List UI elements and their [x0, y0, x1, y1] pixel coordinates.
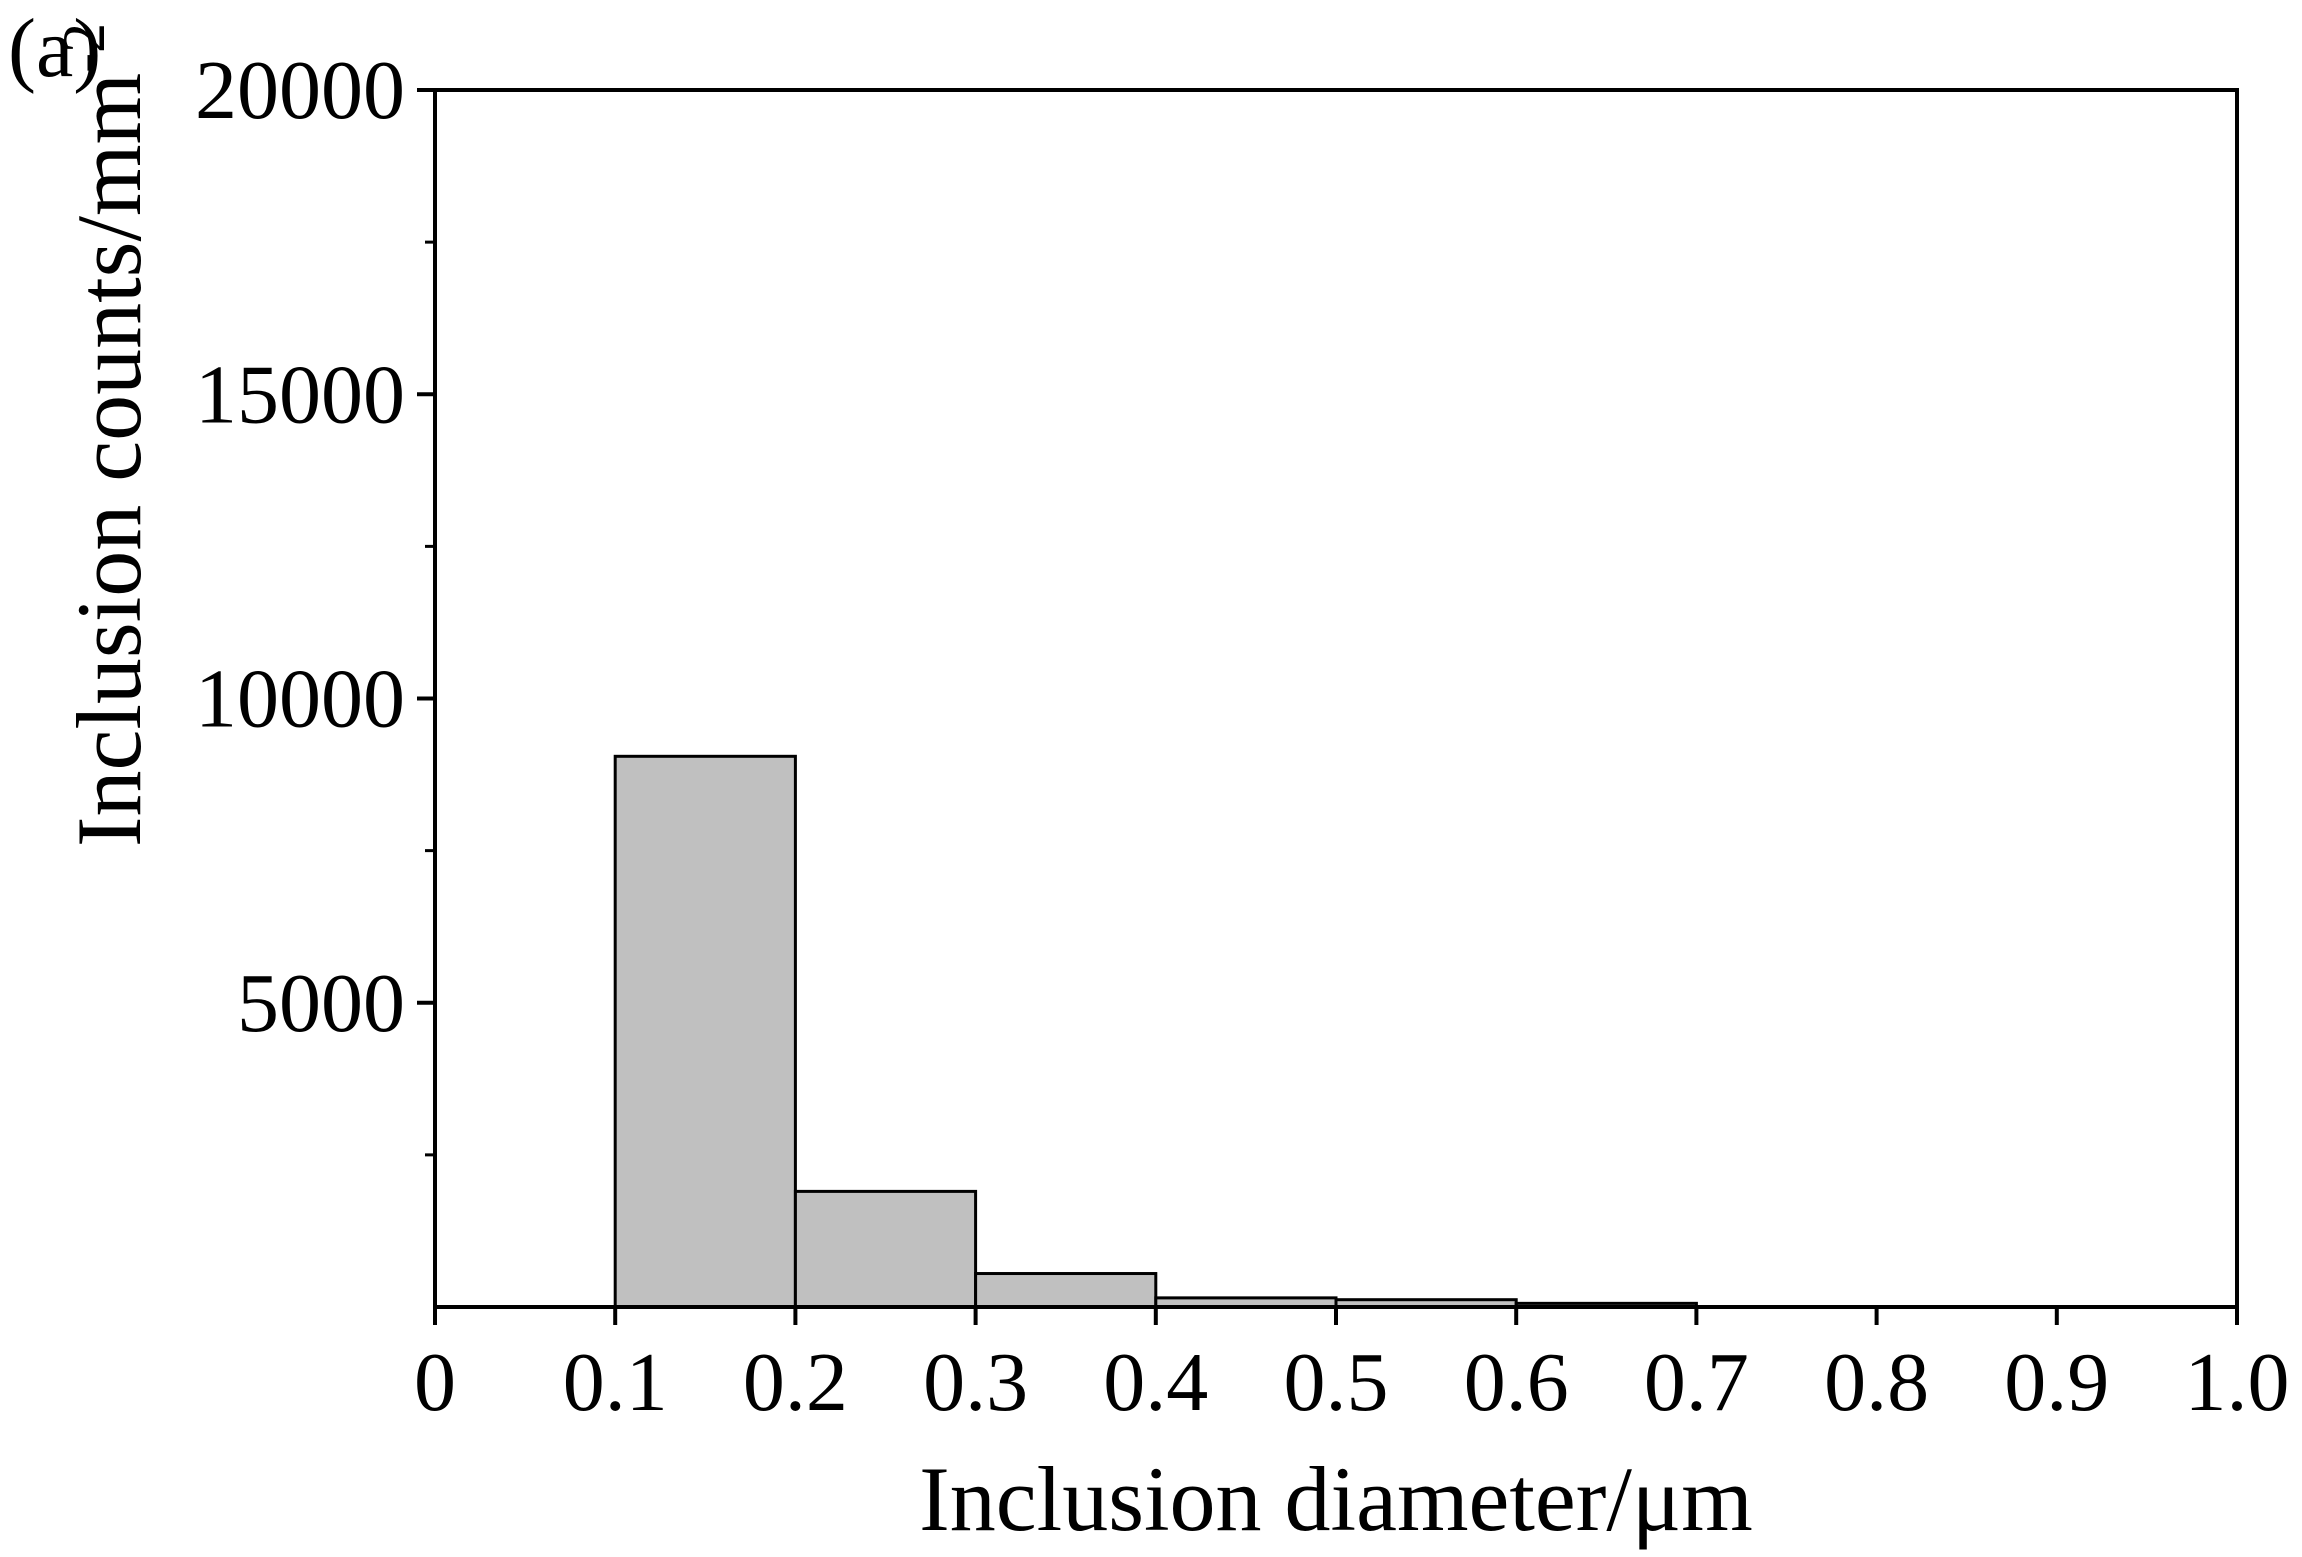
y-axis-title: Inclusion counts/mm-2	[51, 23, 160, 847]
x-axis-title: Inclusion diameter/μm	[919, 1448, 1753, 1550]
x-tick-label-0: 0	[414, 1336, 456, 1429]
y-tick-label-0: 5000	[237, 957, 405, 1050]
x-tick-label-9: 0.9	[2004, 1336, 2109, 1429]
bars-layer	[613, 754, 1698, 1309]
panel-label: (a)	[8, 2, 101, 95]
x-tick-label-2: 0.2	[743, 1336, 848, 1429]
histogram-bar-1	[613, 754, 797, 1309]
y-tick-label-2: 15000	[195, 348, 405, 441]
y-axis-title-text: Inclusion counts/mm	[58, 73, 160, 847]
x-tick-label-6: 0.6	[1464, 1336, 1569, 1429]
x-tick-label-7: 0.7	[1644, 1336, 1749, 1429]
histogram-bar-3	[974, 1272, 1158, 1309]
axes-layer	[417, 88, 2239, 1325]
y-axis-title-superscript: -2	[51, 23, 117, 73]
x-tick-label-5: 0.5	[1284, 1336, 1389, 1429]
tick-labels-layer: 0 0.1 0.2 0.3 0.4 0.5 0.6 0.7 0.8 0.9 1.0 5000 10000…	[195, 44, 2290, 1429]
y-tick-label-1: 10000	[195, 653, 405, 746]
x-tick-label-4: 0.4	[1103, 1336, 1208, 1429]
x-tick-label-3: 0.3	[923, 1336, 1028, 1429]
y-tick-label-3: 20000	[195, 44, 405, 137]
x-tick-label-1: 0.1	[563, 1336, 668, 1429]
x-tick-label-10: 1.0	[2185, 1336, 2290, 1429]
histogram-bar-2	[793, 1189, 978, 1309]
x-tick-label-8: 0.8	[1824, 1336, 1929, 1429]
